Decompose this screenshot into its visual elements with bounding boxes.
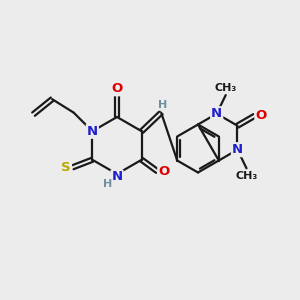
Text: H: H [103,178,112,189]
Text: O: O [158,165,169,178]
Text: H: H [158,100,167,110]
Text: N: N [232,143,243,156]
Text: O: O [255,110,267,122]
Text: CH₃: CH₃ [236,171,258,181]
Text: O: O [111,82,123,95]
Text: S: S [61,161,71,174]
Text: CH₃: CH₃ [214,82,237,93]
Text: N: N [87,125,98,138]
Text: N: N [211,107,222,120]
Text: N: N [111,170,123,184]
